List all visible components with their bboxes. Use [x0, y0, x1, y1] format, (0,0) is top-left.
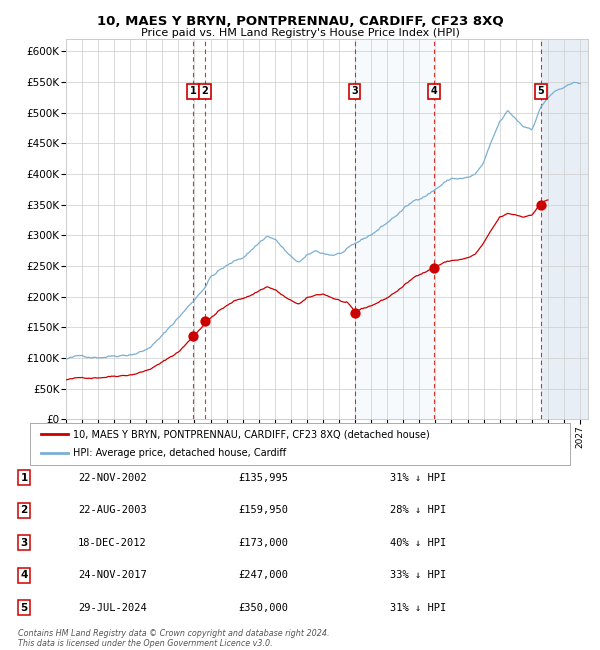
- Text: £159,950: £159,950: [238, 505, 288, 515]
- Text: 2: 2: [20, 505, 28, 515]
- Bar: [541, 39, 588, 419]
- Text: £247,000: £247,000: [238, 570, 288, 580]
- Text: 31% ↓ HPI: 31% ↓ HPI: [390, 473, 446, 483]
- Text: Contains HM Land Registry data © Crown copyright and database right 2024.
This d: Contains HM Land Registry data © Crown c…: [18, 629, 329, 648]
- Text: 33% ↓ HPI: 33% ↓ HPI: [390, 570, 446, 580]
- Text: 5: 5: [538, 86, 544, 96]
- Text: Price paid vs. HM Land Registry's House Price Index (HPI): Price paid vs. HM Land Registry's House …: [140, 28, 460, 38]
- Point: [188, 331, 197, 341]
- Text: 22-AUG-2003: 22-AUG-2003: [78, 505, 147, 515]
- Text: 24-NOV-2017: 24-NOV-2017: [78, 570, 147, 580]
- Text: 2: 2: [202, 86, 208, 96]
- Text: £173,000: £173,000: [238, 538, 288, 548]
- Text: 31% ↓ HPI: 31% ↓ HPI: [390, 603, 446, 613]
- Point: [200, 316, 210, 326]
- Text: £350,000: £350,000: [238, 603, 288, 613]
- Text: 4: 4: [430, 86, 437, 96]
- Text: 29-JUL-2024: 29-JUL-2024: [78, 603, 147, 613]
- Text: £135,995: £135,995: [238, 473, 288, 483]
- Point: [429, 263, 439, 273]
- Bar: [355, 39, 434, 419]
- Text: 5: 5: [20, 603, 28, 613]
- Text: 18-DEC-2012: 18-DEC-2012: [78, 538, 147, 548]
- Point: [536, 200, 546, 210]
- Text: 1: 1: [20, 473, 28, 483]
- Text: 22-NOV-2002: 22-NOV-2002: [78, 473, 147, 483]
- Text: 40% ↓ HPI: 40% ↓ HPI: [390, 538, 446, 548]
- Text: 28% ↓ HPI: 28% ↓ HPI: [390, 505, 446, 515]
- Text: 1: 1: [190, 86, 196, 96]
- Text: HPI: Average price, detached house, Cardiff: HPI: Average price, detached house, Card…: [73, 448, 286, 458]
- Point: [350, 308, 359, 318]
- Text: 3: 3: [351, 86, 358, 96]
- Text: 4: 4: [20, 570, 28, 580]
- Text: 10, MAES Y BRYN, PONTPRENNAU, CARDIFF, CF23 8XQ: 10, MAES Y BRYN, PONTPRENNAU, CARDIFF, C…: [97, 15, 503, 28]
- Text: 10, MAES Y BRYN, PONTPRENNAU, CARDIFF, CF23 8XQ (detached house): 10, MAES Y BRYN, PONTPRENNAU, CARDIFF, C…: [73, 430, 430, 439]
- Text: 3: 3: [20, 538, 28, 548]
